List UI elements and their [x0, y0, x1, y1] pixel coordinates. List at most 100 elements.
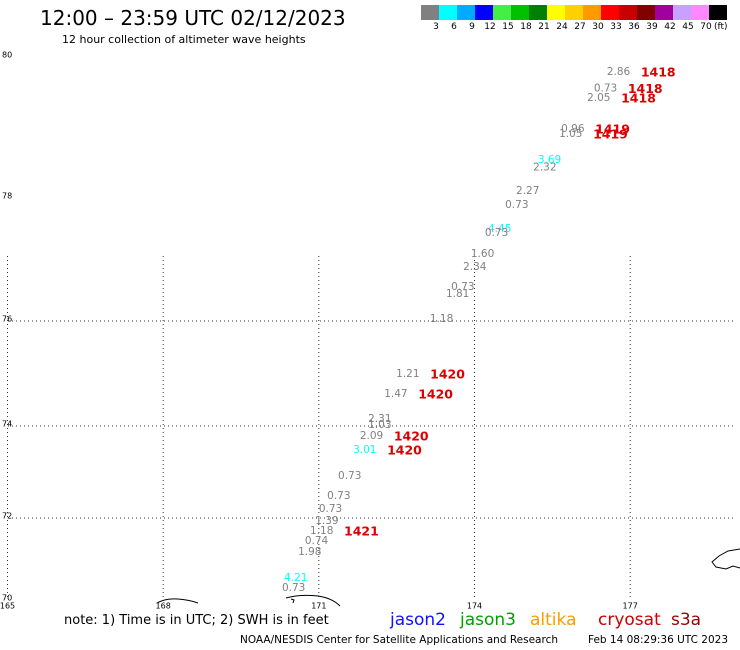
- latitude-label: 72: [2, 512, 12, 521]
- observation-time: 1418: [628, 81, 663, 96]
- footer-credit: NOAA/NESDIS Center for Satellite Applica…: [240, 634, 558, 646]
- observation-time: 1418: [621, 90, 656, 105]
- legend-swatch: [421, 5, 439, 20]
- graticule: [7, 256, 735, 598]
- legend-label: 6: [451, 22, 457, 32]
- latitude-label: 76: [2, 315, 12, 324]
- longitude-label: 165: [0, 602, 15, 611]
- note-text: note: 1) Time is in UTC; 2) SWH is in fe…: [64, 613, 329, 628]
- legend-swatch: [439, 5, 457, 20]
- observation: 1.47 1420: [384, 386, 453, 401]
- page-title: 12:00 – 23:59 UTC 02/12/2023: [40, 6, 346, 30]
- legend-swatch: [673, 5, 691, 20]
- swh-value: 0.73: [282, 582, 305, 594]
- legend-swatch: [709, 5, 727, 20]
- observation-time: 1420: [394, 429, 429, 444]
- swh-value: 0.73: [485, 227, 508, 239]
- legend-label: 27: [574, 22, 586, 32]
- latitude-label: 70: [2, 594, 12, 603]
- observation: 2.27: [516, 185, 539, 197]
- observation: 0.73: [282, 582, 305, 594]
- swh-value: 2.09: [360, 430, 383, 442]
- legend-swatch: [457, 5, 475, 20]
- observation: 4.45: [488, 223, 511, 235]
- coastlines: [156, 548, 740, 607]
- satellite-cryosat: cryosat: [598, 610, 661, 630]
- swh-value: 1.18: [310, 525, 333, 537]
- observation: 4.21: [284, 572, 307, 584]
- observation: 2.09 1420: [360, 429, 429, 444]
- longitude-label: 171: [311, 602, 326, 611]
- satellite-altika: altika: [530, 610, 577, 630]
- footer-timestamp: Feb 14 08:29:36 UTC 2023: [588, 634, 728, 646]
- legend-swatch: [691, 5, 709, 20]
- swh-value: 2.86: [607, 66, 631, 78]
- observation: 2.05 1418: [587, 90, 656, 105]
- color-scale-unit: (ft): [714, 22, 728, 32]
- swh-value: 1.05: [559, 128, 582, 140]
- legend-swatch: [601, 5, 619, 20]
- legend-label: 24: [556, 22, 568, 32]
- legend-label: 3: [433, 22, 439, 32]
- longitude-label: 168: [156, 602, 171, 611]
- legend-label: 9: [469, 22, 475, 32]
- coastline: [711, 548, 740, 570]
- swh-value: 1.39: [315, 515, 338, 527]
- swh-value: 0.73: [319, 503, 342, 515]
- legend-label: 15: [502, 22, 514, 32]
- observation: 3.69: [538, 154, 561, 166]
- swh-value: 1.21: [396, 368, 419, 380]
- observation-time: 1421: [344, 524, 379, 539]
- observation: 1.39: [315, 515, 338, 527]
- observation-time: 1420: [387, 442, 422, 457]
- observation: 2.86 1418: [607, 64, 676, 79]
- legend-label: 70: [700, 22, 712, 32]
- observation: 2.31: [368, 413, 391, 425]
- coastline: [290, 598, 295, 604]
- swh-value: 0.73: [338, 470, 361, 482]
- swh-value: 0.74: [305, 535, 329, 547]
- swh-value: 2.31: [368, 413, 391, 425]
- legend-swatch: [529, 5, 547, 20]
- legend-label: 21: [538, 22, 550, 32]
- swh-value: 3.01: [353, 444, 376, 456]
- observation: 1.05 1419: [559, 126, 628, 141]
- longitude-label: 177: [623, 602, 638, 611]
- legend-label: 30: [592, 22, 604, 32]
- observation-time: 1418: [641, 64, 676, 79]
- swh-value: 4.21: [284, 572, 307, 584]
- swh-value: 0.73: [505, 199, 528, 211]
- coastline: [156, 598, 199, 604]
- legend-swatch: [565, 5, 583, 20]
- observation: 1.18: [430, 313, 453, 325]
- color-scale-legend: [421, 5, 727, 20]
- legend-label: 12: [484, 22, 496, 32]
- swh-value: 1.60: [471, 248, 494, 260]
- legend-label: 45: [682, 22, 694, 32]
- swh-value: 1.03: [368, 419, 391, 431]
- observation: 1.98: [298, 546, 321, 558]
- swh-value: 1.18: [430, 313, 453, 325]
- observation: 0.73: [485, 227, 508, 239]
- swh-value: 0.96: [561, 123, 585, 135]
- satellite-jason3: jason3: [460, 610, 516, 630]
- legend-swatch: [619, 5, 637, 20]
- altimeter-observations: 2.86 1418 0.73 1418 2.05 1418 0.96 1419 1.05 1419…: [282, 64, 676, 594]
- legend-label: 42: [664, 22, 676, 32]
- legend-swatch: [637, 5, 655, 20]
- observation: 1.21 1420: [396, 367, 465, 382]
- observation: 2.32: [533, 162, 556, 174]
- swh-value: 1.81: [446, 288, 469, 300]
- swh-value: 4.45: [488, 223, 511, 235]
- swh-value: 3.69: [538, 154, 561, 166]
- observation: 1.03: [368, 419, 391, 431]
- swh-value: 1.98: [298, 546, 321, 558]
- legend-swatch: [547, 5, 565, 20]
- observation: 0.73 1418: [594, 81, 663, 96]
- observation: 2.34: [463, 261, 487, 273]
- satellite-s3a: s3a: [671, 610, 702, 630]
- page-subtitle: 12 hour collection of altimeter wave hei…: [62, 33, 306, 46]
- legend-label: 39: [646, 22, 658, 32]
- latitude-label: 78: [2, 192, 12, 201]
